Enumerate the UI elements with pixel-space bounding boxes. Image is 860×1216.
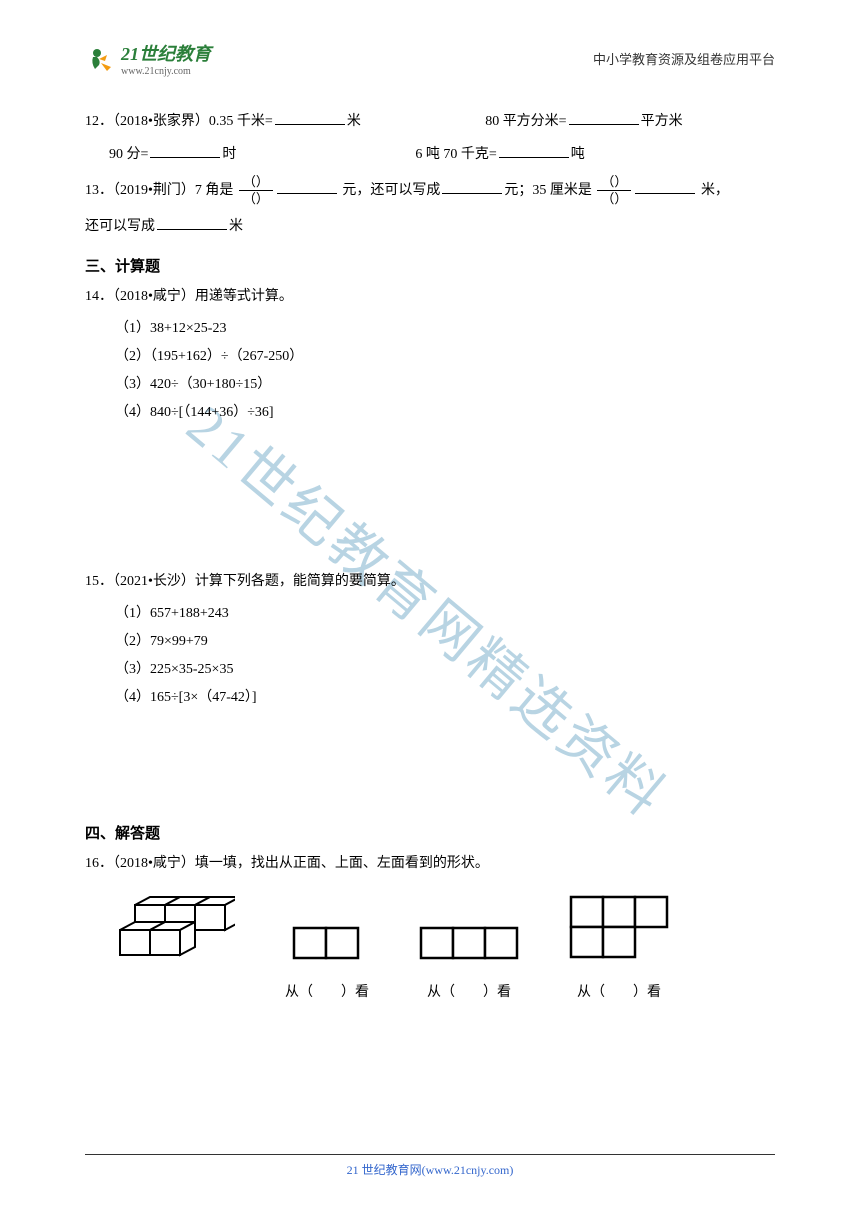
- header-right-text: 中小学教育资源及组卷应用平台: [593, 49, 775, 68]
- q16-source: （2018•咸宁）: [113, 856, 195, 871]
- question-15: 15．（2021•长沙）计算下列各题，能简算的要简算。: [85, 567, 775, 598]
- question-14: 14．（2018•咸宁）用递等式计算。: [85, 282, 775, 313]
- q13-t2: 元，还可以写成: [339, 183, 441, 198]
- q12-p3-right: 时: [222, 147, 236, 162]
- q15-item-2: （2）79×99+79: [115, 628, 775, 656]
- cube-3d: [115, 895, 235, 1001]
- shape-label-2: 从（ ）看: [427, 981, 511, 1001]
- page-header: 21世纪教育 www.21cnjy.com 中小学教育资源及组卷应用平台: [85, 40, 775, 77]
- q12-p2-left: 80 平方分米=: [485, 114, 566, 129]
- page-footer: 21 世纪教育网(www.21cnjy.com): [85, 1154, 775, 1178]
- logo-icon: [85, 43, 117, 75]
- shape-label-1: 从（ ）看: [285, 981, 369, 1001]
- logo-text: 21世纪教育 www.21cnjy.com: [121, 40, 211, 77]
- fraction-top: （）: [597, 174, 631, 191]
- logo: 21世纪教育 www.21cnjy.com: [85, 40, 211, 77]
- q12-p1-right: 米: [347, 114, 361, 129]
- q13-t4: 米，: [697, 183, 729, 198]
- q12-p3-left: 90 分=: [109, 147, 148, 162]
- q15-prompt: 计算下列各题，能简算的要简算。: [195, 574, 405, 589]
- q13-t3: 元；35 厘米是: [504, 183, 595, 198]
- q14-item-1: （1）38+12×25-23: [115, 315, 775, 343]
- q14-source: （2018•咸宁）: [113, 289, 195, 304]
- shapes-row: 从（ ）看 从（ ）看: [115, 895, 775, 1001]
- shape-lshape-svg: [569, 895, 669, 961]
- section-3-title: 三、计算题: [85, 255, 775, 276]
- q14-item-2: （2）（195+162）÷（267-250）: [115, 343, 775, 371]
- q13-number: 13．: [85, 183, 113, 198]
- blank: [442, 178, 502, 194]
- q12-p2-right: 平方米: [641, 114, 683, 129]
- shape-lshape: 从（ ）看: [569, 895, 669, 1001]
- shape-2boxes: 从（ ）看: [285, 926, 369, 1001]
- q12-source: （2018•张家界）: [113, 114, 209, 129]
- q15-source: （2021•长沙）: [113, 574, 195, 589]
- logo-subtitle: www.21cnjy.com: [121, 66, 211, 77]
- q13-t6: 米: [229, 219, 243, 234]
- cube-3d-svg: [115, 895, 235, 965]
- q15-item-4: （4）165÷[3×（47-42）]: [115, 684, 775, 712]
- question-12: 12．（2018•张家界）0.35 千米= 米 80 平方分米= 平方米 90 分=…: [85, 107, 775, 171]
- blank: [569, 109, 639, 125]
- question-16: 16．（2018•咸宁）填一填，找出从正面、上面、左面看到的形状。: [85, 849, 775, 880]
- q13-source: （2019•荆门）: [113, 183, 195, 198]
- shape-3boxes: 从（ ）看: [419, 926, 519, 1001]
- q12-p4-left: 6 吨 70 千克=: [415, 147, 496, 162]
- fraction-top: （）: [239, 174, 273, 191]
- q13-t5: 还可以写成: [85, 219, 155, 234]
- fraction-bottom: （）: [239, 191, 273, 207]
- shape-3boxes-svg: [419, 926, 519, 961]
- fraction: （）（）: [239, 174, 273, 206]
- section-4-title: 四、解答题: [85, 822, 775, 843]
- question-13: 13．（2019•荆门）7 角是 （）（） 元，还可以写成元；35 厘米是 （）…: [85, 173, 775, 246]
- q16-prompt: 填一填，找出从正面、上面、左面看到的形状。: [195, 856, 489, 871]
- q14-prompt: 用递等式计算。: [195, 289, 293, 304]
- q16-number: 16．: [85, 856, 113, 871]
- blank: [635, 178, 695, 194]
- q14-number: 14．: [85, 289, 113, 304]
- fraction: （）（）: [597, 174, 631, 206]
- q14-item-4: （4）840÷[（144+36）÷36]: [115, 399, 775, 427]
- q15-item-1: （1）657+188+243: [115, 600, 775, 628]
- shape-label: [173, 985, 177, 1001]
- q15-number: 15．: [85, 574, 113, 589]
- shape-label-3: 从（ ）看: [577, 981, 661, 1001]
- blank: [157, 214, 227, 230]
- q12-p1-left: 0.35 千米=: [209, 114, 273, 129]
- shape-2boxes-svg: [292, 926, 362, 961]
- blank: [275, 109, 345, 125]
- blank: [150, 142, 220, 158]
- q13-t1: 7 角是: [195, 183, 237, 198]
- footer-text: 21 世纪教育网(www.21cnjy.com): [347, 1163, 514, 1177]
- blank: [277, 178, 337, 194]
- q12-number: 12．: [85, 114, 113, 129]
- blank: [499, 142, 569, 158]
- page-content: 21世纪教育 www.21cnjy.com 中小学教育资源及组卷应用平台 12．…: [0, 0, 860, 1041]
- q15-item-3: （3）225×35-25×35: [115, 656, 775, 684]
- fraction-bottom: （）: [597, 191, 631, 207]
- q14-item-3: （3）420÷（30+180÷15）: [115, 371, 775, 399]
- logo-title: 21世纪教育: [121, 40, 211, 66]
- q12-p4-right: 吨: [571, 147, 585, 162]
